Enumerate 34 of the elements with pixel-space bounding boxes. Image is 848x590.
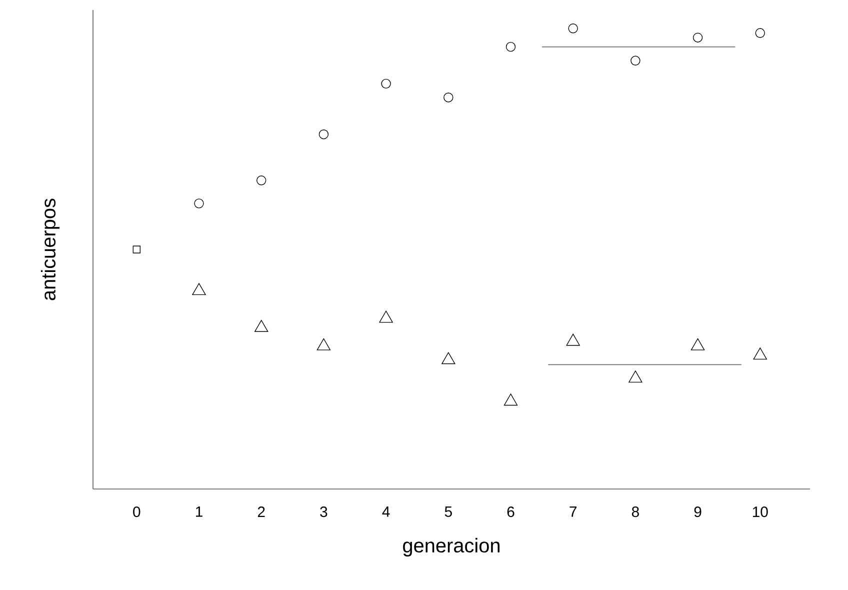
x-tick-label: 1 — [196, 506, 202, 517]
x-tick-label: 2 — [258, 506, 265, 517]
point — [316, 338, 331, 350]
point — [692, 32, 703, 42]
x-axis-title: generacion — [403, 538, 500, 557]
point — [254, 320, 268, 332]
x-tick-label: 0 — [133, 506, 140, 518]
point — [566, 334, 580, 346]
point — [444, 92, 454, 102]
point — [753, 348, 767, 360]
point — [504, 394, 518, 406]
point — [132, 246, 140, 254]
point — [506, 42, 516, 52]
point — [318, 129, 329, 140]
x-tick-label: 6 — [507, 506, 514, 518]
x-tick-label: 4 — [382, 506, 390, 517]
point — [256, 176, 266, 186]
point — [442, 352, 456, 364]
point — [381, 78, 391, 89]
x-tick-label: 5 — [444, 506, 452, 517]
x-tick-label: 3 — [320, 506, 328, 518]
point — [630, 56, 640, 66]
x-tick-label: 8 — [632, 506, 639, 518]
x-tick-label: 9 — [694, 506, 702, 518]
point — [690, 338, 705, 350]
point — [628, 370, 642, 383]
point — [379, 310, 393, 323]
point — [568, 24, 578, 34]
point — [194, 198, 204, 208]
point — [755, 28, 765, 38]
x-tick-label: 7 — [570, 506, 576, 517]
y-axis-title: anticuerpos — [40, 198, 60, 300]
point — [192, 283, 206, 296]
x-tick-label: 10 — [752, 506, 768, 518]
